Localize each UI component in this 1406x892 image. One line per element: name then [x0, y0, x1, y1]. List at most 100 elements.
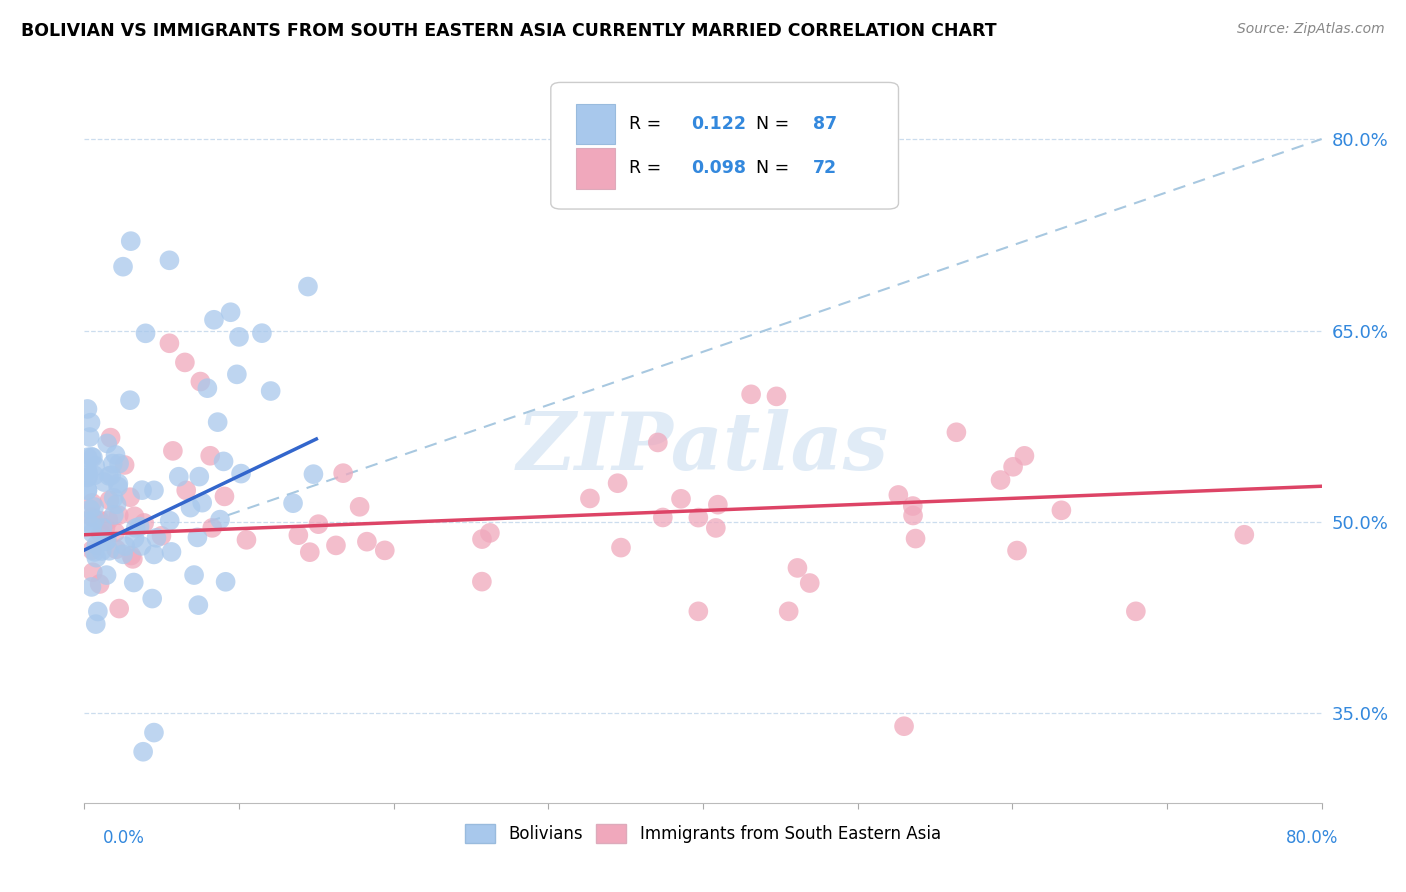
Point: [214, 574, 236, 589]
Point: [135, 326, 157, 341]
Point: [740, 387, 762, 401]
Point: [90, 544, 112, 558]
Point: [112, 547, 135, 561]
Point: [93, 475, 115, 489]
FancyBboxPatch shape: [551, 82, 898, 209]
Point: [302, 467, 325, 482]
Point: [80, 580, 103, 594]
Point: [84, 617, 107, 632]
Point: [80, 450, 103, 464]
Point: [174, 483, 197, 498]
Point: [159, 253, 180, 268]
Point: [91, 521, 114, 535]
Point: [82, 525, 104, 540]
Point: [159, 336, 180, 351]
Point: [778, 604, 800, 618]
Point: [79, 430, 101, 444]
Point: [229, 467, 252, 481]
Point: [349, 500, 371, 514]
Point: [141, 591, 163, 606]
Point: [94, 534, 117, 549]
Point: [201, 521, 224, 535]
Point: [107, 479, 129, 493]
Point: [219, 305, 242, 319]
Point: [214, 490, 236, 504]
Text: R =: R =: [628, 115, 672, 133]
Point: [83, 468, 105, 483]
Point: [145, 531, 167, 545]
Point: [688, 510, 710, 524]
Point: [125, 521, 148, 535]
Point: [132, 745, 155, 759]
Text: N =: N =: [756, 115, 789, 133]
Point: [207, 415, 229, 429]
Point: [904, 532, 927, 546]
Text: R =: R =: [628, 160, 672, 178]
Point: [209, 513, 232, 527]
Point: [198, 449, 221, 463]
Point: [76, 450, 98, 465]
Point: [83, 512, 105, 526]
Point: [202, 313, 225, 327]
Point: [96, 568, 118, 582]
Point: [108, 457, 131, 471]
Point: [647, 435, 669, 450]
Point: [478, 525, 501, 540]
Point: [143, 725, 166, 739]
Point: [707, 498, 730, 512]
Point: [96, 436, 118, 450]
Point: [212, 454, 235, 468]
Point: [260, 384, 283, 398]
Point: [120, 234, 142, 248]
Point: [105, 542, 128, 557]
Point: [786, 561, 808, 575]
Point: [188, 375, 211, 389]
Point: [131, 483, 153, 497]
Point: [83, 500, 105, 514]
Point: [186, 530, 208, 544]
Point: [76, 483, 98, 497]
Point: [579, 491, 602, 506]
Point: [765, 389, 787, 403]
Point: [150, 529, 173, 543]
Point: [471, 532, 494, 546]
Point: [179, 500, 201, 515]
Point: [86, 538, 108, 552]
Point: [120, 490, 142, 504]
Point: [195, 381, 218, 395]
Point: [688, 604, 710, 618]
Point: [104, 448, 127, 462]
Point: [374, 543, 396, 558]
Point: [297, 279, 319, 293]
Point: [82, 566, 104, 580]
FancyBboxPatch shape: [575, 148, 616, 189]
Point: [1233, 527, 1256, 541]
Point: [128, 519, 150, 533]
Point: [108, 601, 131, 615]
Point: [96, 533, 118, 548]
Point: [893, 719, 915, 733]
Point: [124, 509, 146, 524]
Point: [142, 548, 165, 562]
Point: [887, 488, 910, 502]
Point: [103, 508, 125, 522]
Text: 0.122: 0.122: [690, 115, 745, 133]
FancyBboxPatch shape: [575, 103, 616, 145]
Point: [235, 533, 257, 547]
Point: [281, 496, 304, 510]
Point: [945, 425, 967, 440]
Point: [1014, 449, 1036, 463]
Text: ZIPatlas: ZIPatlas: [517, 409, 889, 486]
Point: [901, 508, 924, 523]
Point: [990, 473, 1012, 487]
Point: [120, 549, 142, 563]
Point: [107, 508, 129, 523]
Point: [84, 550, 107, 565]
Point: [799, 576, 821, 591]
Point: [250, 326, 273, 341]
Point: [100, 468, 122, 483]
Point: [105, 497, 128, 511]
Point: [287, 528, 309, 542]
Point: [471, 574, 494, 589]
Point: [225, 368, 247, 382]
